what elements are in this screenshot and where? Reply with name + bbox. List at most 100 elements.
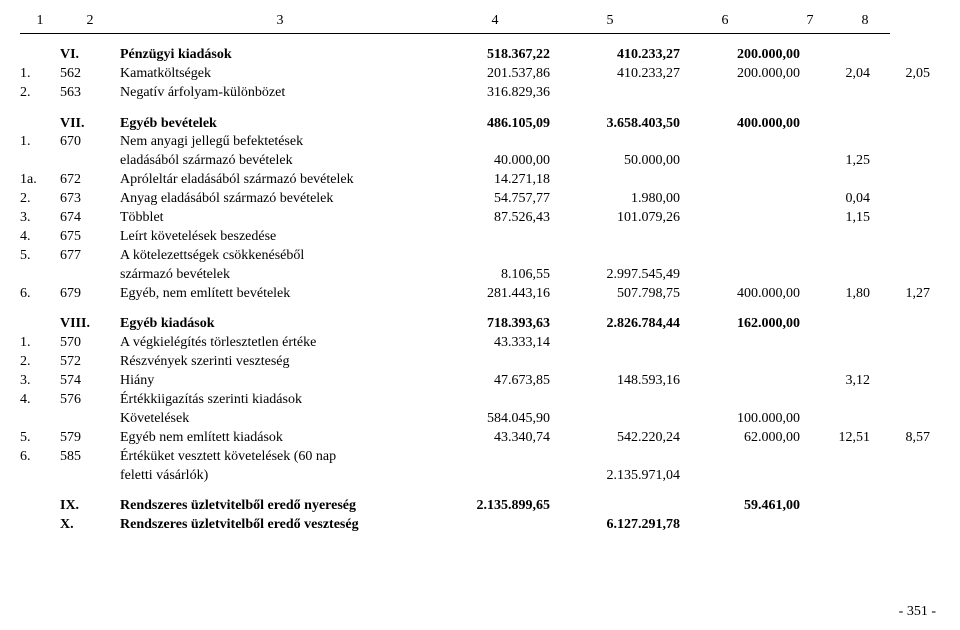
cell-c5: 50.000,00	[560, 152, 690, 171]
cell-c6: 162.000,00	[690, 315, 810, 334]
cell-c4: 43.333,14	[440, 334, 560, 353]
cell-c7: 12,51	[810, 429, 880, 448]
cell-c4: 14.271,18	[440, 171, 560, 190]
cell-c5: 542.220,24	[560, 429, 690, 448]
cell-c1: 2.	[20, 190, 60, 209]
table-row: 5.579Egyéb nem említett kiadások43.340,7…	[20, 429, 940, 448]
cell-c4: 281.443,16	[440, 285, 560, 304]
cell-c4: 8.106,55	[440, 266, 560, 285]
cell-c2: VI.	[60, 46, 120, 65]
table-body: VI.Pénzügyi kiadások518.367,22410.233,27…	[20, 46, 940, 535]
cell-c3: Értékkiigazítás szerinti kiadások	[120, 391, 440, 410]
cell-c5: 6.127.291,78	[560, 516, 690, 535]
table-row: 3.674Többlet87.526,43101.079,261,15	[20, 209, 940, 228]
cell-c4: 201.537,86	[440, 65, 560, 84]
cell-c2: 677	[60, 247, 120, 266]
cell-c2: VIII.	[60, 315, 120, 334]
cell-c7: 2,04	[810, 65, 880, 84]
spacer	[20, 103, 940, 115]
table-row: 4.675Leírt követelések beszedése	[20, 228, 940, 247]
cell-c4: 47.673,85	[440, 372, 560, 391]
cell-c1: 4.	[20, 228, 60, 247]
cell-c2: 572	[60, 353, 120, 372]
cell-c4: 40.000,00	[440, 152, 560, 171]
cell-c3: Kamatköltségek	[120, 65, 440, 84]
cell-c1: 1.	[20, 65, 60, 84]
cell-c3: Leírt követelések beszedése	[120, 228, 440, 247]
col-header-3: 3	[120, 10, 440, 34]
cell-c3: Rendszeres üzletvitelből eredő nyereség	[120, 497, 440, 516]
table-row: 6.585Értéküket vesztett követelések (60 …	[20, 448, 940, 467]
spacer	[20, 34, 940, 46]
table-row: VI.Pénzügyi kiadások518.367,22410.233,27…	[20, 46, 940, 65]
cell-c5: 2.997.545,49	[560, 266, 690, 285]
cell-c4: 486.105,09	[440, 115, 560, 134]
cell-c1: 1a.	[20, 171, 60, 190]
table-row: 1.670Nem anyagi jellegű befektetések	[20, 133, 940, 152]
cell-c3: eladásából származó bevételek	[120, 152, 440, 171]
table-row: 1a.672Apróleltár eladásából származó bev…	[20, 171, 940, 190]
table-row: 1.562Kamatköltségek201.537,86410.233,272…	[20, 65, 940, 84]
cell-c7: 3,12	[810, 372, 880, 391]
cell-c2: IX.	[60, 497, 120, 516]
table-row: 2.572Részvények szerinti veszteség	[20, 353, 940, 372]
spacer	[20, 303, 940, 315]
cell-c2: 570	[60, 334, 120, 353]
cell-c5: 148.593,16	[560, 372, 690, 391]
table-row: Követelések584.045,90100.000,00	[20, 410, 940, 429]
table-row: VII.Egyéb bevételek486.105,093.658.403,5…	[20, 115, 940, 134]
cell-c3: A kötelezettségek csökkenéséből	[120, 247, 440, 266]
cell-c1: 5.	[20, 247, 60, 266]
cell-c6: 59.461,00	[690, 497, 810, 516]
cell-c2: 563	[60, 84, 120, 103]
cell-c5: 1.980,00	[560, 190, 690, 209]
cell-c5: 2.826.784,44	[560, 315, 690, 334]
col-header-1: 1	[20, 10, 60, 34]
cell-c3: Negatív árfolyam-különbözet	[120, 84, 440, 103]
table-row: 4.576Értékkiigazítás szerinti kiadások	[20, 391, 940, 410]
cell-c1: 2.	[20, 84, 60, 103]
cell-c1: 3.	[20, 372, 60, 391]
cell-c3: Értéküket vesztett követelések (60 nap	[120, 448, 440, 467]
table-row: 5.677A kötelezettségek csökkenéséből	[20, 247, 940, 266]
cell-c2: 576	[60, 391, 120, 410]
col-header-5: 5	[550, 10, 670, 34]
cell-c6: 200.000,00	[690, 46, 810, 65]
cell-c7: 1,15	[810, 209, 880, 228]
cell-c2: 670	[60, 133, 120, 152]
cell-c1: 6.	[20, 285, 60, 304]
cell-c1: 6.	[20, 448, 60, 467]
cell-c5: 410.233,27	[560, 46, 690, 65]
cell-c1: 3.	[20, 209, 60, 228]
col-header-7: 7	[780, 10, 840, 34]
cell-c8: 1,27	[880, 285, 930, 304]
cell-c2: VII.	[60, 115, 120, 134]
cell-c3: Egyéb, nem említett bevételek	[120, 285, 440, 304]
table-header-row: 1 2 3 4 5 6 7 8	[20, 10, 940, 34]
cell-c5: 2.135.971,04	[560, 467, 690, 486]
col-header-6: 6	[670, 10, 780, 34]
cell-c3: A végkielégítés törlesztetlen értéke	[120, 334, 440, 353]
cell-c4: 718.393,63	[440, 315, 560, 334]
cell-c5: 101.079,26	[560, 209, 690, 228]
table-row: eladásából származó bevételek40.000,0050…	[20, 152, 940, 171]
table-row: IX.Rendszeres üzletvitelből eredő nyeres…	[20, 497, 940, 516]
cell-c2: 562	[60, 65, 120, 84]
col-header-2: 2	[60, 10, 120, 34]
table-row: VIII.Egyéb kiadások718.393,632.826.784,4…	[20, 315, 940, 334]
cell-c4: 584.045,90	[440, 410, 560, 429]
cell-c6: 400.000,00	[690, 285, 810, 304]
col-header-4: 4	[440, 10, 550, 34]
cell-c3: Nem anyagi jellegű befektetések	[120, 133, 440, 152]
table-row: 2.673Anyag eladásából származó bevételek…	[20, 190, 940, 209]
cell-c2: 675	[60, 228, 120, 247]
cell-c4: 316.829,36	[440, 84, 560, 103]
financial-table-page: 1 2 3 4 5 6 7 8 VI.Pénzügyi kiadások518.…	[0, 0, 960, 535]
table-row: 2.563Negatív árfolyam-különbözet316.829,…	[20, 84, 940, 103]
cell-c6: 200.000,00	[690, 65, 810, 84]
cell-c3: származó bevételek	[120, 266, 440, 285]
cell-c5: 410.233,27	[560, 65, 690, 84]
table-row: 6.679Egyéb, nem említett bevételek281.44…	[20, 285, 940, 304]
cell-c4: 2.135.899,65	[440, 497, 560, 516]
cell-c2: 574	[60, 372, 120, 391]
